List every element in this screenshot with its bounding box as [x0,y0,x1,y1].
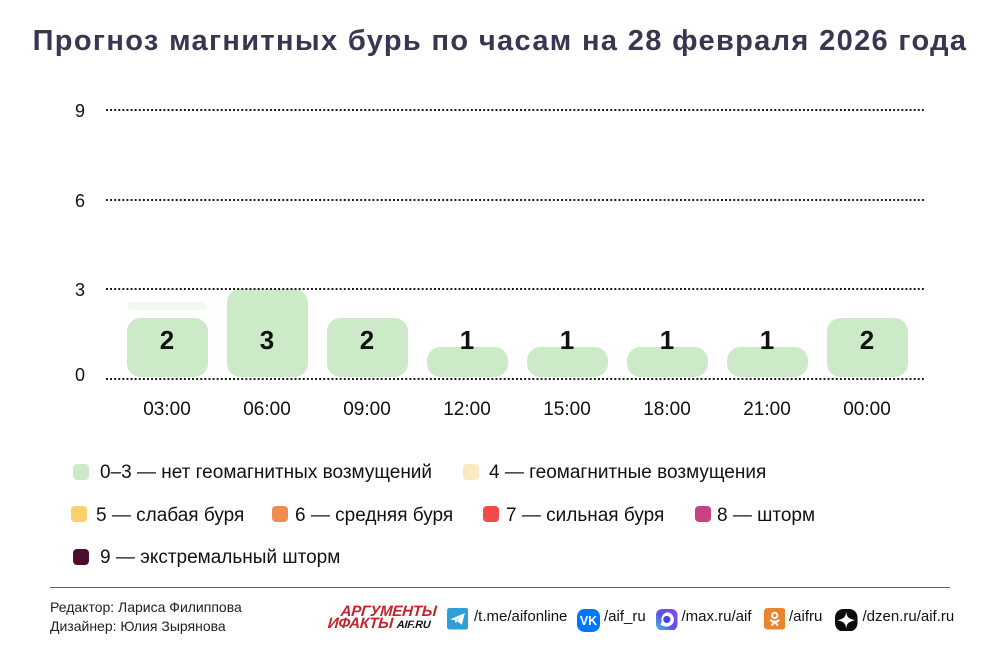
svg-text:VK: VK [580,614,597,628]
